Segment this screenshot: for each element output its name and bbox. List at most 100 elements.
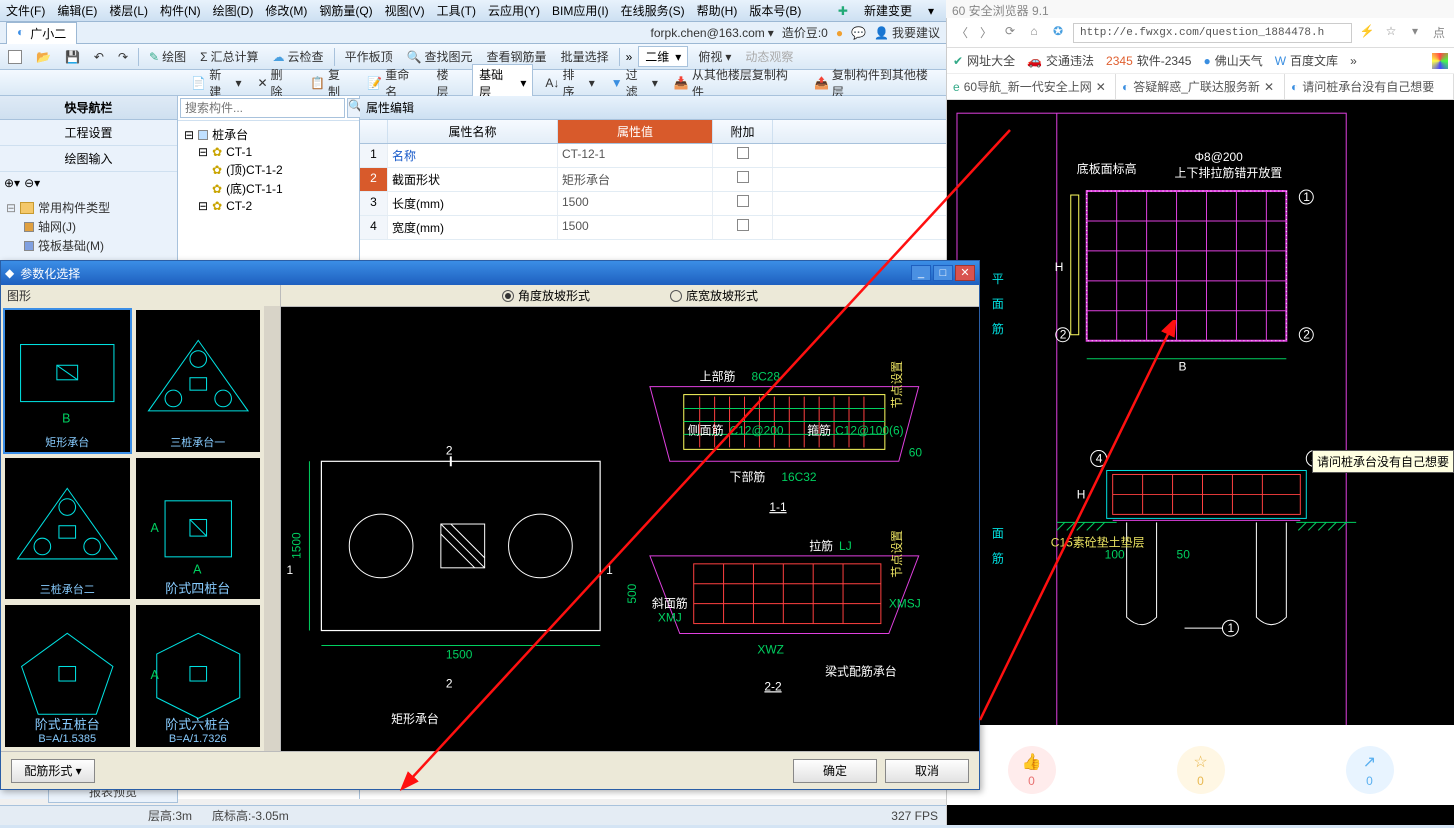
max-button[interactable]: □ bbox=[933, 265, 953, 281]
tb-arrow-icon[interactable]: » bbox=[626, 50, 633, 64]
back-icon[interactable]: 〈 bbox=[953, 24, 971, 42]
et-ct1-top[interactable]: ✿(顶)CT-1-2 bbox=[184, 160, 353, 179]
collapse-icon[interactable]: ⊖▾ bbox=[24, 176, 40, 190]
nav-node-raft[interactable]: 筏板基础(M) bbox=[6, 236, 171, 255]
menu-online[interactable]: 在线服务(S) bbox=[615, 0, 691, 22]
ph-val[interactable]: 属性值 bbox=[558, 120, 713, 143]
menu-bim[interactable]: BIM应用(I) bbox=[546, 0, 615, 22]
cancel-button[interactable]: 取消 bbox=[885, 759, 969, 783]
tb-open-icon[interactable]: 📂 bbox=[32, 48, 55, 66]
shape-thumb[interactable]: 阶式五桩台B=A/1.5385 bbox=[5, 605, 130, 747]
row-add[interactable] bbox=[713, 168, 773, 191]
nav-draw-input[interactable]: 绘图输入 bbox=[0, 146, 177, 172]
menu-edit[interactable]: 编辑(E) bbox=[51, 0, 103, 22]
property-row[interactable]: 1名称CT-12-1 bbox=[360, 144, 946, 168]
et-ct1-bot[interactable]: ✿(底)CT-1-1 bbox=[184, 179, 353, 198]
bm-traffic[interactable]: 🚗交通违法 bbox=[1027, 52, 1094, 69]
radio-width[interactable]: 底宽放坡形式 bbox=[670, 287, 758, 304]
menu-tool[interactable]: 工具(T) bbox=[431, 0, 482, 22]
menu-help[interactable]: 帮助(H) bbox=[691, 0, 744, 22]
nav-title: 快导航栏 bbox=[0, 96, 177, 120]
user-email[interactable]: forpk.chen@163.com ▾ bbox=[651, 26, 774, 40]
min-button[interactable]: _ bbox=[911, 265, 931, 281]
bm-more-icon[interactable]: » bbox=[1350, 54, 1357, 68]
row-add[interactable] bbox=[713, 192, 773, 215]
thumb-caption: 三桩承台二 bbox=[5, 581, 130, 597]
ok-button[interactable]: 确定 bbox=[793, 759, 877, 783]
menu-rebar[interactable]: 钢筋量(Q) bbox=[313, 0, 378, 22]
expand-icon[interactable]: ⊕▾ bbox=[4, 176, 20, 190]
like-button[interactable]: 👍0 bbox=[1008, 746, 1056, 794]
btab-360[interactable]: e60导航_新一代安全上网✕ bbox=[947, 74, 1116, 99]
reload-icon[interactable]: ⟳ bbox=[1001, 24, 1019, 42]
menu-modify[interactable]: 修改(M) bbox=[259, 0, 313, 22]
shape-thumb[interactable]: 三桩承台二 bbox=[5, 458, 130, 600]
row-add[interactable] bbox=[713, 144, 773, 167]
shape-thumb[interactable]: 三桩承台一 bbox=[136, 310, 261, 452]
menu-view[interactable]: 视图(V) bbox=[379, 0, 431, 22]
menu-version[interactable]: 版本号(B) bbox=[743, 0, 807, 22]
thumb-caption: 阶式六桩台B=A/1.7326 bbox=[136, 714, 261, 745]
fav-button[interactable]: ☆0 bbox=[1177, 746, 1225, 794]
new-change-button[interactable]: ✚ 新建变更 ▾ bbox=[826, 0, 946, 25]
bm-soft[interactable]: 2345软件-2345 bbox=[1106, 52, 1191, 69]
property-row[interactable]: 2截面形状矩形承台 bbox=[360, 168, 946, 192]
menu-icon[interactable]: 点 bbox=[1430, 24, 1448, 42]
row-index: 2 bbox=[360, 168, 388, 191]
tb-new-icon[interactable] bbox=[4, 48, 26, 66]
home-icon[interactable]: ⌂ bbox=[1025, 24, 1043, 42]
radio-angle[interactable]: 角度放坡形式 bbox=[502, 287, 590, 304]
nav-node-root[interactable]: ⊟常用构件类型 bbox=[6, 198, 171, 217]
bm-weather[interactable]: ●佛山天气 bbox=[1203, 52, 1262, 69]
svg-text:1: 1 bbox=[287, 563, 294, 577]
document-tab[interactable]: ◐ 广小二 bbox=[6, 22, 77, 44]
fwd-icon[interactable]: 〉 bbox=[977, 24, 995, 42]
dialog-titlebar[interactable]: ◆ 参数化选择 _ □ ✕ bbox=[1, 261, 979, 285]
suggestion-link[interactable]: 👤我要建议 bbox=[874, 24, 940, 41]
svg-text:C15素砼垫土垫层: C15素砼垫土垫层 bbox=[1051, 534, 1145, 549]
menu-floor[interactable]: 楼层(L) bbox=[103, 0, 154, 22]
dropdown-icon[interactable]: ▾ bbox=[1406, 24, 1424, 42]
shape-thumb[interactable]: AA阶式四桩台 bbox=[136, 458, 261, 600]
compass-icon[interactable]: ✪ bbox=[1049, 24, 1067, 42]
et-root[interactable]: ⊟桩承台 bbox=[184, 125, 353, 144]
btab-question[interactable]: ◐请问桩承台没有自己想要 bbox=[1285, 74, 1454, 99]
menu-draw[interactable]: 绘图(D) bbox=[207, 0, 260, 22]
menu-file[interactable]: 文件(F) bbox=[0, 0, 51, 22]
et-ct1[interactable]: ⊟✿CT-1 bbox=[184, 144, 353, 160]
svg-text:16C32: 16C32 bbox=[781, 470, 817, 484]
btab-gld[interactable]: ◐答疑解惑_广联达服务新✕ bbox=[1116, 74, 1285, 99]
tb-save-icon[interactable]: 💾 bbox=[61, 48, 84, 66]
row-value[interactable]: 1500 bbox=[558, 216, 713, 239]
row-value[interactable]: 矩形承台 bbox=[558, 168, 713, 191]
svg-text:A: A bbox=[150, 668, 159, 682]
star-icon[interactable]: ☆ bbox=[1382, 24, 1400, 42]
close-button[interactable]: ✕ bbox=[955, 265, 975, 281]
shape-thumb[interactable]: B矩形承台 bbox=[5, 310, 130, 452]
nav-node-grid[interactable]: 轴网(J) bbox=[6, 217, 171, 236]
row-value[interactable]: CT-12-1 bbox=[558, 144, 713, 167]
nav-project-settings[interactable]: 工程设置 bbox=[0, 120, 177, 146]
row-add[interactable] bbox=[713, 216, 773, 239]
menu-member[interactable]: 构件(N) bbox=[154, 0, 207, 22]
search-input[interactable] bbox=[180, 98, 345, 118]
menu-cloud[interactable]: 云应用(Y) bbox=[482, 0, 546, 22]
thumb-scrollbar[interactable] bbox=[264, 306, 280, 751]
url-field[interactable]: http://e.fwxgx.com/question_1884478.h bbox=[1073, 23, 1352, 43]
property-row[interactable]: 4宽度(mm)1500 bbox=[360, 216, 946, 240]
doc-name: 广小二 bbox=[30, 25, 66, 42]
tb-undo-icon[interactable]: ↶ bbox=[90, 48, 108, 66]
tb-draw[interactable]: ✎绘图 bbox=[145, 46, 190, 67]
tb-redo-icon[interactable]: ↷ bbox=[114, 48, 132, 66]
rebar-mode-button[interactable]: 配筋形式 ▾ bbox=[11, 759, 95, 783]
property-row[interactable]: 3长度(mm)1500 bbox=[360, 192, 946, 216]
share-button[interactable]: ↗0 bbox=[1346, 746, 1394, 794]
shape-thumb[interactable]: A 阶式六桩台B=A/1.7326 bbox=[136, 605, 261, 747]
lightning-icon[interactable]: ⚡ bbox=[1358, 24, 1376, 42]
et-ct2[interactable]: ⊟✿CT-2 bbox=[184, 198, 353, 214]
row-value[interactable]: 1500 bbox=[558, 192, 713, 215]
property-title: 属性编辑 bbox=[360, 96, 946, 120]
chat-icon[interactable]: 💬 bbox=[851, 26, 866, 40]
bm-wenku[interactable]: W百度文库 bbox=[1275, 52, 1338, 69]
bm-sites[interactable]: ✔网址大全 bbox=[953, 52, 1015, 69]
